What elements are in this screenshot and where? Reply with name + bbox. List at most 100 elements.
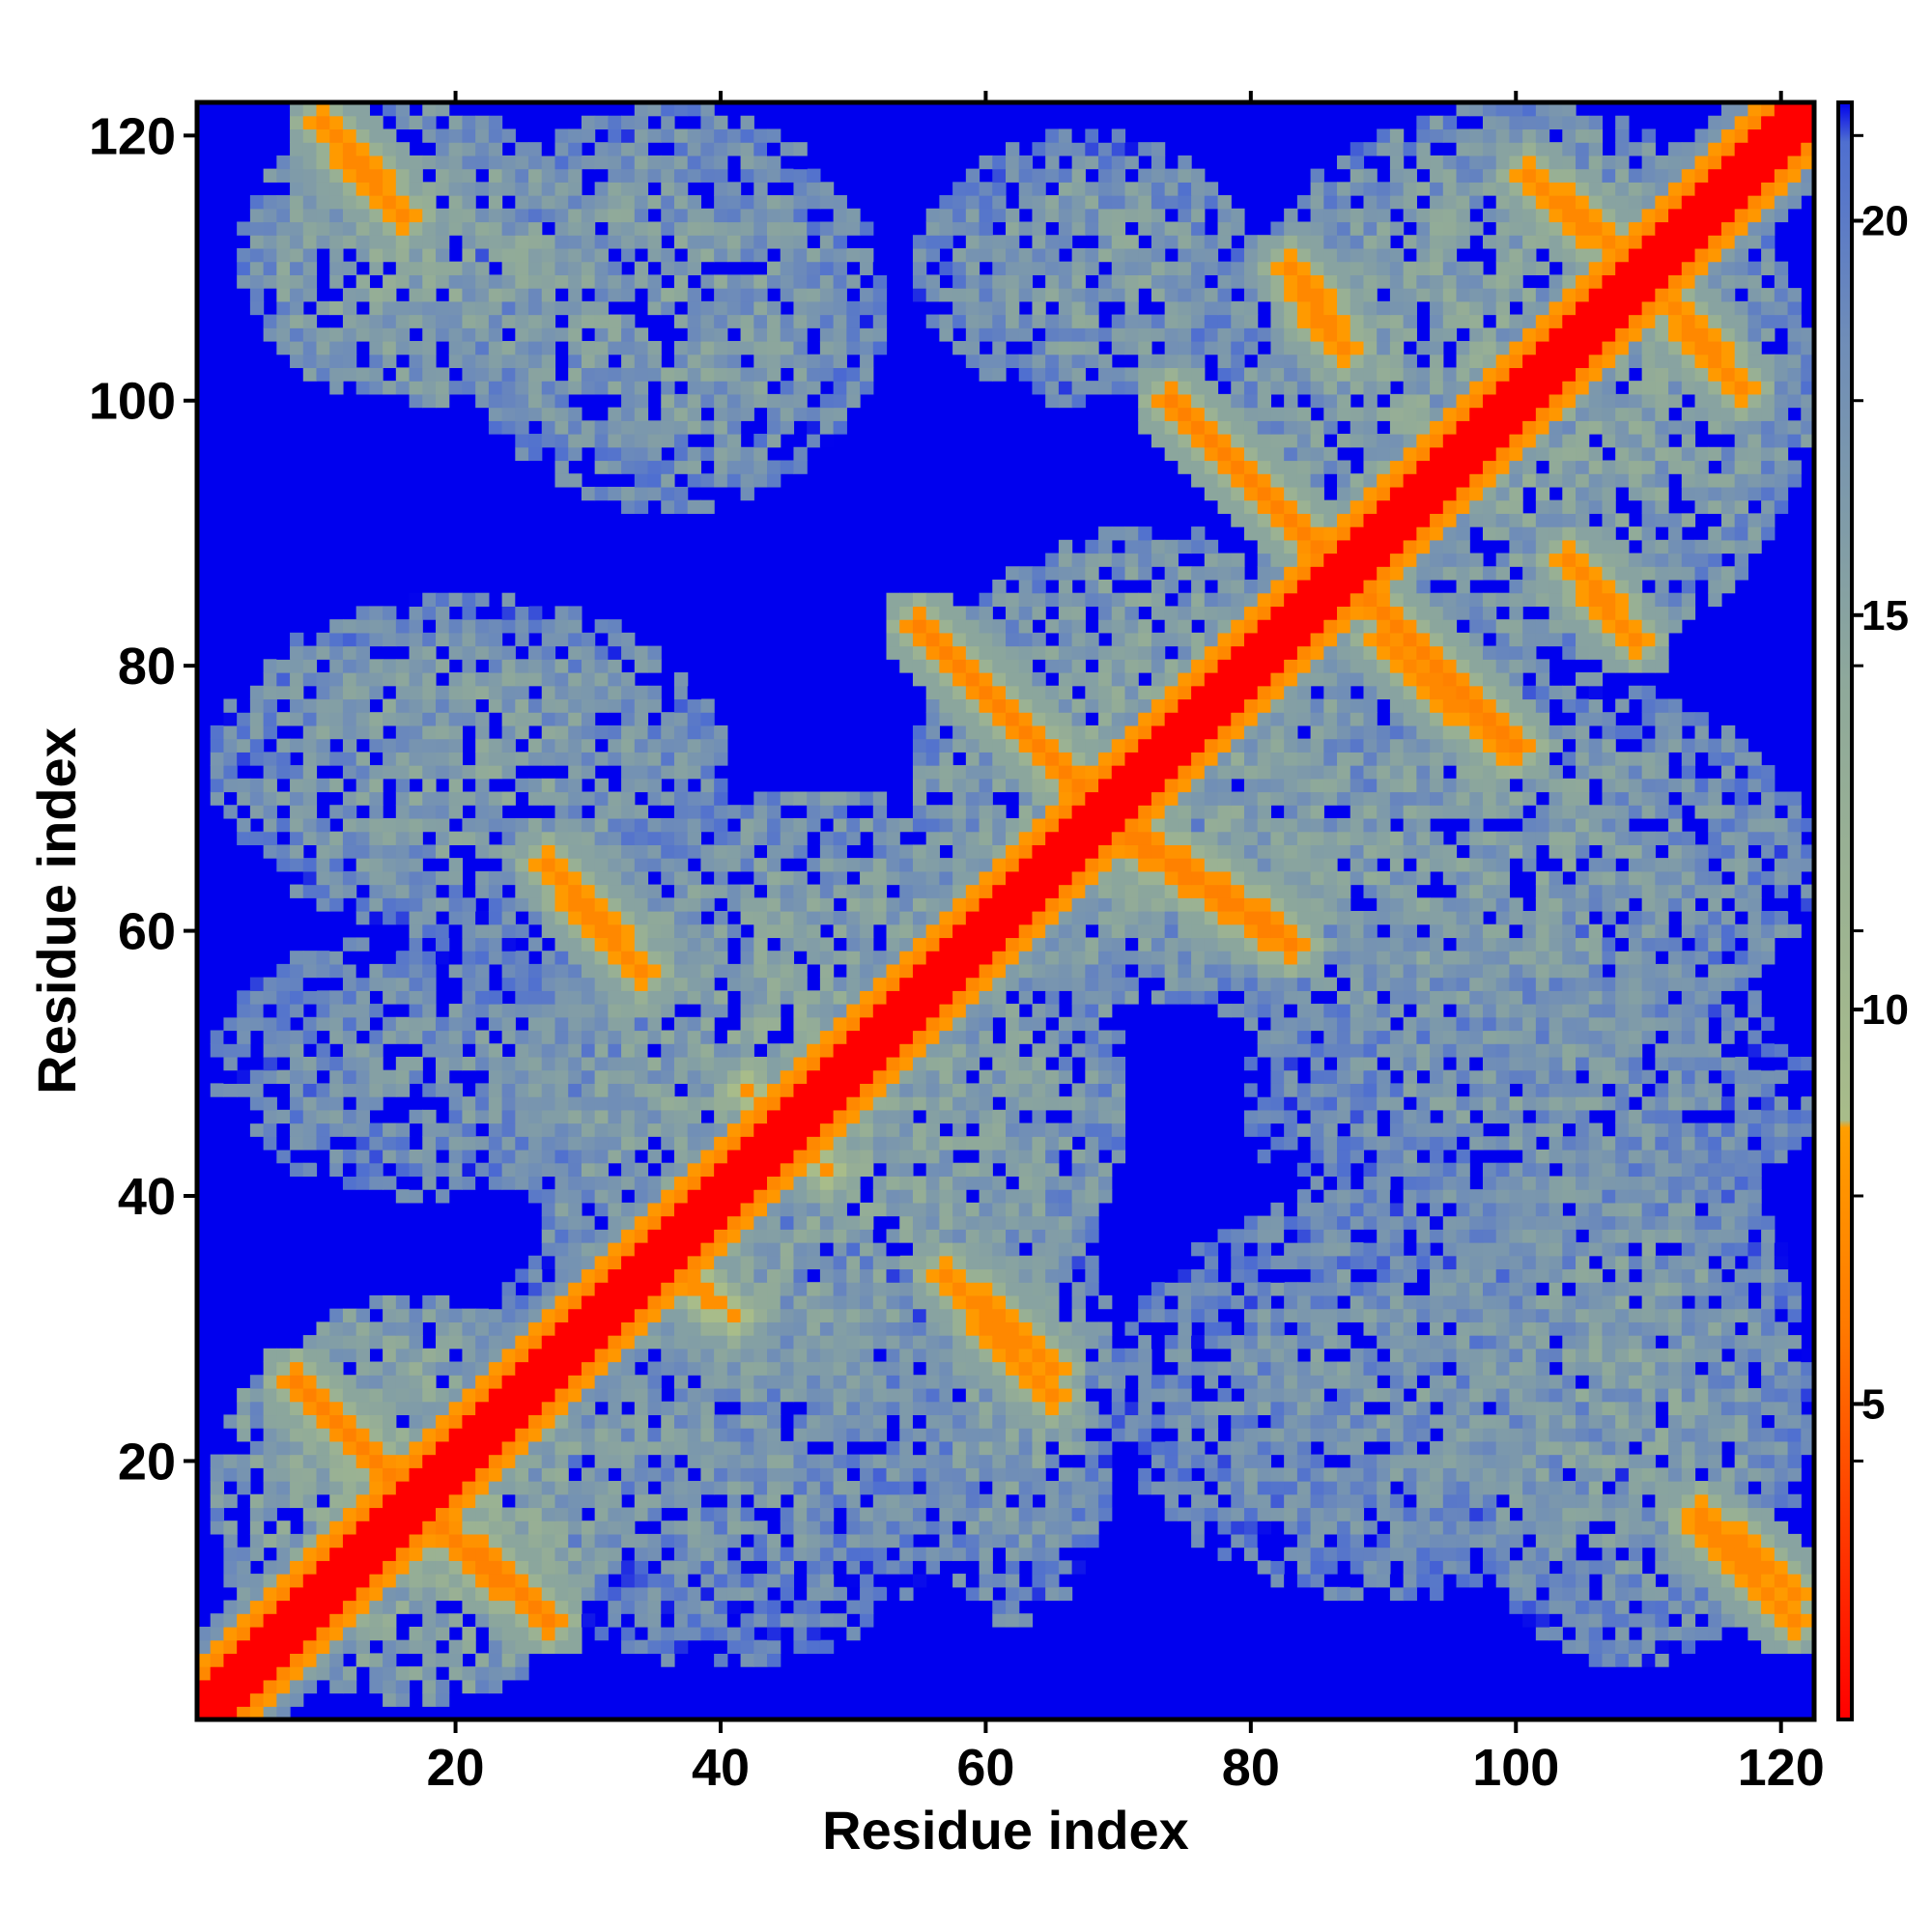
heatmap-cell xyxy=(409,1626,423,1641)
heatmap-cell xyxy=(1535,1493,1550,1509)
heatmap-cell xyxy=(1562,963,1577,979)
heatmap-cell xyxy=(1296,1414,1312,1429)
heatmap-cell xyxy=(1164,1414,1179,1429)
heatmap-cell xyxy=(515,1560,529,1575)
heatmap-cell xyxy=(1720,1069,1736,1084)
heatmap-cell xyxy=(1389,1586,1405,1602)
heatmap-cell xyxy=(448,1136,464,1151)
heatmap-cell xyxy=(886,1282,900,1296)
heatmap-cell xyxy=(355,1361,370,1376)
heatmap-cell xyxy=(807,1176,821,1190)
heatmap-cell xyxy=(833,1096,847,1111)
heatmap-cell xyxy=(1694,1043,1709,1058)
heatmap-cell xyxy=(568,1335,582,1350)
heatmap-cell xyxy=(594,1282,609,1296)
heatmap-cell xyxy=(501,1308,516,1322)
heatmap-cell xyxy=(1164,963,1179,979)
heatmap-cell xyxy=(1006,1308,1020,1322)
heatmap-cell xyxy=(1668,1109,1683,1124)
heatmap-cell xyxy=(302,1467,318,1482)
heatmap-cell xyxy=(409,1560,423,1575)
heatmap-cell xyxy=(1641,1122,1656,1137)
heatmap-cell xyxy=(355,1653,370,1667)
heatmap-cell xyxy=(1138,1440,1152,1456)
heatmap-cell xyxy=(1787,1467,1802,1482)
heatmap-cell xyxy=(952,1043,967,1058)
heatmap-cell xyxy=(1217,1454,1232,1468)
heatmap-cell xyxy=(700,1348,715,1363)
heatmap-cell xyxy=(912,963,927,979)
heatmap-cell xyxy=(1734,1547,1748,1561)
heatmap-cell xyxy=(1085,1255,1099,1270)
heatmap-cell xyxy=(1350,1096,1365,1111)
heatmap-cell xyxy=(1495,1574,1511,1588)
heatmap-cell xyxy=(1071,1255,1086,1270)
heatmap-cell xyxy=(1615,1626,1630,1641)
heatmap-cell xyxy=(515,1600,529,1614)
heatmap-cell xyxy=(1509,1361,1523,1376)
heatmap-cell xyxy=(1655,1639,1669,1654)
heatmap-cell xyxy=(488,1096,503,1111)
heatmap-cell xyxy=(780,977,795,991)
heatmap-cell xyxy=(1350,1440,1365,1456)
heatmap-cell xyxy=(700,1387,715,1403)
heatmap-cell xyxy=(554,1613,569,1628)
heatmap-cell xyxy=(1403,1467,1417,1482)
heatmap-cell xyxy=(1562,1294,1577,1310)
heatmap-cell xyxy=(939,1375,953,1389)
heatmap-cell xyxy=(1296,1242,1312,1257)
heatmap-cell xyxy=(342,1149,357,1164)
heatmap-cell xyxy=(1708,1335,1722,1350)
heatmap-cell xyxy=(1469,1387,1484,1403)
heatmap-cell xyxy=(1602,1069,1616,1084)
heatmap-cell xyxy=(1058,1401,1073,1416)
heatmap-cell xyxy=(541,1600,556,1614)
heatmap-cell xyxy=(383,1547,397,1561)
heatmap-cell xyxy=(581,1294,596,1310)
heatmap-cell xyxy=(1243,1229,1259,1243)
heatmap-cell xyxy=(1164,1375,1179,1389)
heatmap-cell xyxy=(1522,1136,1537,1151)
heatmap-cell xyxy=(1032,1004,1046,1018)
heatmap-cell xyxy=(1151,1375,1166,1389)
heatmap-cell xyxy=(1522,1387,1537,1403)
heatmap-cell xyxy=(1217,1387,1232,1403)
heatmap-cell xyxy=(1430,1507,1444,1521)
heatmap-cell xyxy=(1535,1613,1550,1628)
heatmap-cell xyxy=(1296,1574,1312,1588)
heatmap-cell xyxy=(1363,1242,1378,1257)
heatmap-cell xyxy=(1774,1481,1789,1495)
heatmap-cell xyxy=(992,1507,1007,1521)
heatmap-cell xyxy=(1098,990,1113,1005)
heatmap-cell xyxy=(1085,977,1099,991)
heatmap-cell xyxy=(1747,1493,1762,1509)
heatmap-cell xyxy=(952,1533,967,1548)
heatmap-cell xyxy=(395,1639,411,1654)
heatmap-cell xyxy=(1509,1428,1523,1442)
heatmap-cell xyxy=(515,1056,529,1071)
heatmap-cell xyxy=(979,1493,993,1509)
heatmap-cell xyxy=(237,1122,251,1137)
heatmap-cell xyxy=(952,1242,967,1257)
heatmap-cell xyxy=(1430,1294,1444,1310)
heatmap-cell xyxy=(1562,1056,1577,1071)
heatmap-cell xyxy=(1071,1440,1086,1456)
heatmap-cell xyxy=(726,1375,742,1389)
heatmap-cell xyxy=(767,1308,781,1322)
heatmap-cell xyxy=(753,1308,768,1322)
heatmap-cell xyxy=(528,1162,543,1178)
heatmap-cell xyxy=(594,1030,609,1044)
heatmap-cell xyxy=(1495,1255,1511,1270)
heatmap-cell xyxy=(608,1428,622,1442)
heatmap-cell xyxy=(767,1626,781,1641)
heatmap-cell xyxy=(819,963,835,979)
heatmap-cell xyxy=(1734,1056,1748,1071)
heatmap-cell xyxy=(1430,1481,1444,1495)
heatmap-cell xyxy=(1576,1467,1590,1482)
heatmap-cell xyxy=(475,1493,490,1509)
heatmap-cell xyxy=(541,1215,556,1230)
heatmap-cell xyxy=(1668,1454,1683,1468)
heatmap-cell xyxy=(661,1348,675,1363)
heatmap-cell xyxy=(1761,1348,1776,1363)
heatmap-cell xyxy=(1615,963,1630,979)
